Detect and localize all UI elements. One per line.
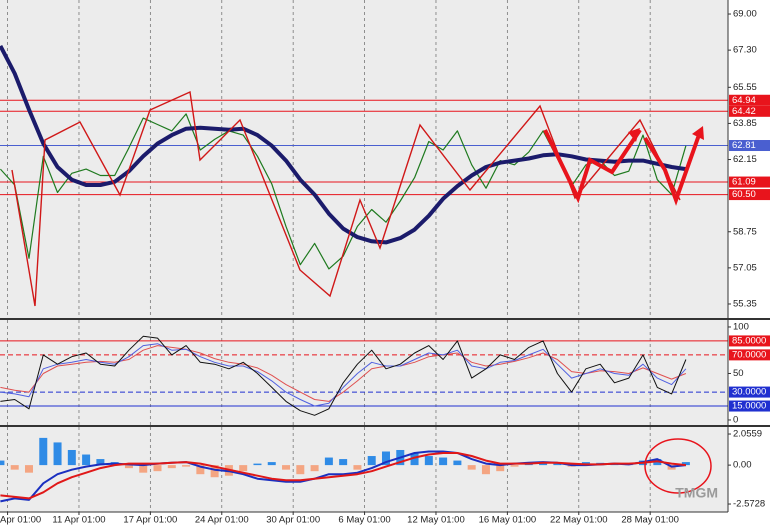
level-label-box bbox=[729, 189, 770, 201]
highlight-circle bbox=[644, 438, 712, 494]
histogram-bar bbox=[324, 457, 333, 466]
level-label: 70.0000 bbox=[732, 349, 766, 360]
histogram-bar bbox=[96, 459, 105, 466]
histogram-bar bbox=[239, 465, 248, 472]
series-line bbox=[0, 452, 687, 500]
level-label: 85.0000 bbox=[732, 335, 766, 346]
histogram-bar bbox=[424, 456, 433, 466]
annotations bbox=[11, 90, 712, 494]
arrow-head bbox=[628, 128, 640, 142]
level-label: 64.42 bbox=[732, 106, 756, 117]
x-tick-label: 28 May 01:00 bbox=[621, 515, 679, 526]
histogram-bar bbox=[10, 465, 19, 470]
series-line bbox=[0, 450, 687, 503]
x-tick-label: 16 May 01:00 bbox=[479, 515, 537, 526]
level-label-box bbox=[729, 386, 770, 398]
x-tick-label: Apr 01:00 bbox=[0, 515, 41, 526]
level-label: 62.81 bbox=[732, 140, 756, 151]
histogram-bar bbox=[367, 456, 376, 466]
histogram-bar bbox=[153, 465, 162, 472]
histogram-bar bbox=[353, 465, 362, 470]
histogram-bar bbox=[496, 465, 505, 472]
y-tick-label: 67.30 bbox=[733, 45, 757, 56]
histogram-bar bbox=[182, 465, 191, 467]
level-label: 15.0000 bbox=[732, 401, 766, 412]
histogram-bar bbox=[439, 457, 448, 466]
series-line bbox=[0, 44, 687, 245]
histogram-bar bbox=[253, 463, 262, 466]
level-label: 60.50 bbox=[732, 189, 756, 200]
level-label-box bbox=[729, 335, 770, 347]
histogram-bar bbox=[339, 459, 348, 466]
histogram-bar bbox=[453, 460, 462, 466]
plot-background bbox=[0, 0, 728, 512]
level-label-box bbox=[729, 176, 770, 188]
histogram-bar bbox=[67, 449, 76, 466]
axis-background bbox=[0, 512, 770, 528]
zigzag bbox=[11, 90, 681, 307]
level-label-box bbox=[729, 400, 770, 412]
histogram-bar bbox=[82, 454, 91, 466]
y-tick-label: 50 bbox=[733, 368, 744, 379]
histogram-bar bbox=[681, 462, 690, 466]
arrow-line bbox=[543, 128, 642, 204]
histogram-bar bbox=[467, 465, 476, 470]
y-tick-label: 57.05 bbox=[733, 262, 757, 273]
y-tick-label: -2.5728 bbox=[733, 499, 765, 510]
watermark: TMGM bbox=[675, 485, 718, 501]
y-tick-label: 69.00 bbox=[733, 9, 757, 20]
level-label: 64.94 bbox=[732, 95, 756, 106]
histogram-bar bbox=[167, 465, 176, 469]
y-tick-label: 0 bbox=[733, 414, 738, 425]
arrow-line bbox=[643, 131, 702, 206]
level-label-box bbox=[729, 94, 770, 106]
series-line bbox=[0, 345, 687, 402]
y-tick-label: 0.00 bbox=[733, 460, 752, 471]
histogram-bar bbox=[310, 465, 319, 472]
y-tick-label: 63.85 bbox=[733, 118, 757, 129]
arrow-head bbox=[692, 126, 704, 140]
axis-background bbox=[728, 0, 770, 528]
histogram-bar bbox=[553, 463, 562, 466]
histogram-bar bbox=[39, 437, 48, 466]
y-tick-label: 62.15 bbox=[733, 154, 757, 165]
histogram-bar bbox=[267, 462, 276, 466]
x-tick-label: 11 Apr 01:00 bbox=[52, 515, 105, 526]
x-tick-label: 30 Apr 01:00 bbox=[266, 515, 320, 526]
x-tick-label: 17 Apr 01:00 bbox=[123, 515, 177, 526]
series-line bbox=[0, 343, 687, 407]
histogram-bar bbox=[0, 460, 5, 466]
series-line bbox=[0, 335, 687, 416]
histogram-bar bbox=[510, 465, 519, 467]
histogram-bar bbox=[282, 465, 291, 470]
histogram-bar bbox=[410, 453, 419, 466]
level-label: 30.0000 bbox=[732, 387, 766, 398]
level-label-box bbox=[729, 349, 770, 361]
y-tick-label: 58.75 bbox=[733, 226, 757, 237]
y-tick-label: 2.0559 bbox=[733, 429, 762, 440]
histogram-bar bbox=[196, 465, 205, 475]
histogram-bar bbox=[124, 465, 133, 469]
histogram-bar bbox=[481, 465, 490, 475]
y-tick-label: 100 bbox=[733, 321, 749, 332]
x-tick-label: 24 Apr 01:00 bbox=[195, 515, 249, 526]
histogram-bar bbox=[139, 465, 148, 473]
level-label-box bbox=[729, 105, 770, 117]
x-tick-label: 22 May 01:00 bbox=[550, 515, 608, 526]
level-label-box bbox=[729, 140, 770, 152]
level-label: 61.09 bbox=[732, 177, 756, 188]
histogram-bar bbox=[53, 442, 62, 466]
y-tick-label: 55.35 bbox=[733, 298, 757, 309]
histogram-bar bbox=[210, 465, 219, 478]
histogram-bar bbox=[381, 451, 390, 466]
histogram-bar bbox=[296, 465, 305, 475]
x-tick-label: 12 May 01:00 bbox=[407, 515, 465, 526]
y-tick-label: 65.55 bbox=[733, 82, 757, 93]
histogram-bar bbox=[24, 465, 33, 473]
x-tick-label: 6 May 01:00 bbox=[338, 515, 390, 526]
